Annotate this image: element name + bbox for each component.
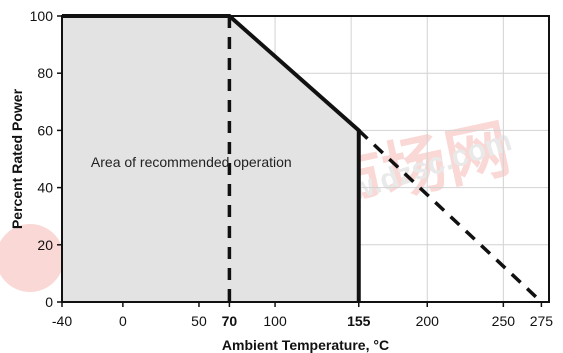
x-tick-label: 50 (191, 313, 207, 329)
x-axis-label: Ambient Temperature, °C (222, 337, 389, 353)
y-axis-ticks: 0 20 40 60 80 100 (30, 8, 62, 310)
x-tick-label: 100 (263, 313, 287, 329)
x-tick-label: 250 (492, 313, 516, 329)
x-tick-label: 200 (416, 313, 440, 329)
y-tick-label: 60 (37, 122, 53, 138)
recommended-operation-area (62, 16, 359, 302)
watermark-logo-icon (0, 224, 64, 292)
y-tick-label: 20 (37, 237, 53, 253)
y-tick-label: 40 (37, 180, 53, 196)
y-tick-label: 0 (45, 294, 53, 310)
y-tick-label: 80 (37, 65, 53, 81)
x-tick-label: -40 (52, 313, 72, 329)
x-axis-ticks: -40 0 50 70 100 155 200 250 275 (52, 302, 553, 329)
y-tick-label: 100 (30, 8, 54, 24)
x-tick-label: 275 (530, 313, 554, 329)
x-tick-label: 155 (347, 313, 371, 329)
annotation-recommended-operation: Area of recommended operation (91, 154, 292, 170)
y-axis-label: Percent Rated Power (9, 88, 25, 229)
plot-frame (61, 15, 550, 303)
x-tick-label: 70 (222, 313, 238, 329)
x-tick-label: 0 (119, 313, 127, 329)
